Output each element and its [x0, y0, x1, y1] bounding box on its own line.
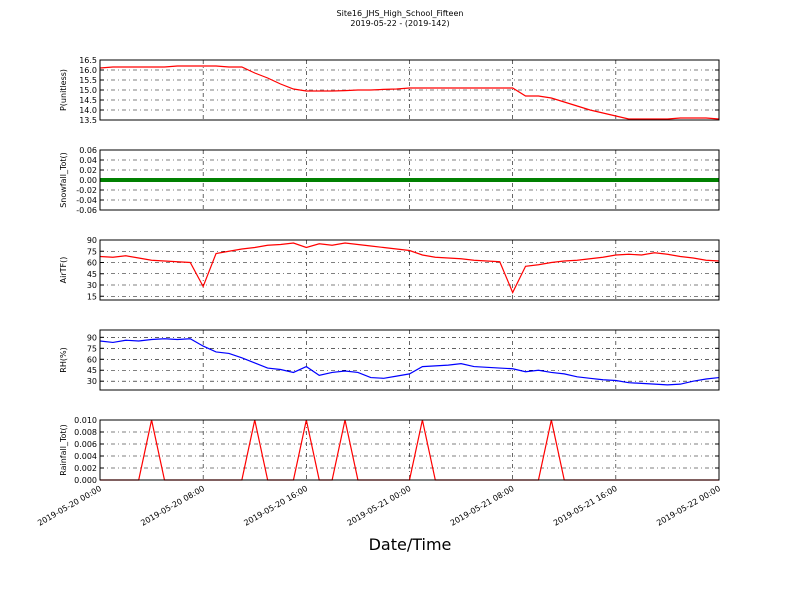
y-axis-label: RH(%)	[59, 347, 68, 372]
plot-frame	[99, 419, 720, 481]
y-tick-label: 16.0	[79, 66, 97, 75]
y-tick-label: 90	[87, 333, 97, 342]
plot-frame	[99, 239, 720, 301]
y-tick-label: -0.04	[76, 196, 97, 205]
y-axis-label: AirTF()	[59, 257, 68, 284]
data-line	[99, 338, 720, 386]
y-tick-label: 0.010	[74, 416, 97, 425]
y-tick-label: 0.002	[74, 464, 97, 473]
chart-title: Site16_JHS_High_School_Fifteen	[337, 9, 464, 18]
y-tick-label: 75	[87, 344, 97, 353]
x-axis-label: Date/Time	[369, 535, 452, 554]
y-tick-label: 15	[87, 292, 97, 301]
y-tick-label: 13.5	[79, 116, 97, 125]
y-tick-label: 0.06	[79, 146, 97, 155]
y-axis-label: Rainfall_Tot()	[59, 424, 68, 476]
y-tick-label: 14.5	[79, 96, 97, 105]
y-tick-label: 0.008	[74, 428, 97, 437]
y-tick-label: 0.006	[74, 440, 97, 449]
y-tick-label: 0.000	[74, 476, 97, 485]
data-line	[99, 65, 720, 120]
y-tick-label: 0.04	[79, 156, 97, 165]
y-tick-label: 45	[87, 366, 97, 375]
y-tick-label: 60	[87, 259, 97, 268]
plot-frame	[99, 149, 720, 211]
y-tick-label: 15.0	[79, 86, 97, 95]
y-tick-label: -0.02	[76, 186, 97, 195]
plot-frame	[99, 59, 720, 121]
y-tick-label: 0.00	[79, 176, 97, 185]
y-tick-label: -0.06	[76, 206, 97, 215]
y-tick-label: 30	[87, 281, 97, 290]
y-tick-label: 75	[87, 247, 97, 256]
y-tick-label: 0.02	[79, 166, 97, 175]
y-tick-label: 30	[87, 377, 97, 386]
y-tick-label: 45	[87, 270, 97, 279]
y-tick-label: 0.004	[74, 452, 97, 461]
y-axis-label: Snowfall_Tot()	[59, 152, 68, 208]
chart-subtitle: 2019-05-22 - (2019-142)	[350, 19, 449, 28]
y-axis-label: P(unitless)	[59, 69, 68, 111]
y-tick-label: 90	[87, 236, 97, 245]
y-tick-label: 15.5	[79, 76, 97, 85]
y-tick-label: 14.0	[79, 106, 97, 115]
y-tick-label: 60	[87, 355, 97, 364]
data-line	[99, 242, 720, 294]
plot-frame	[99, 329, 720, 391]
y-tick-label: 16.5	[79, 56, 97, 65]
